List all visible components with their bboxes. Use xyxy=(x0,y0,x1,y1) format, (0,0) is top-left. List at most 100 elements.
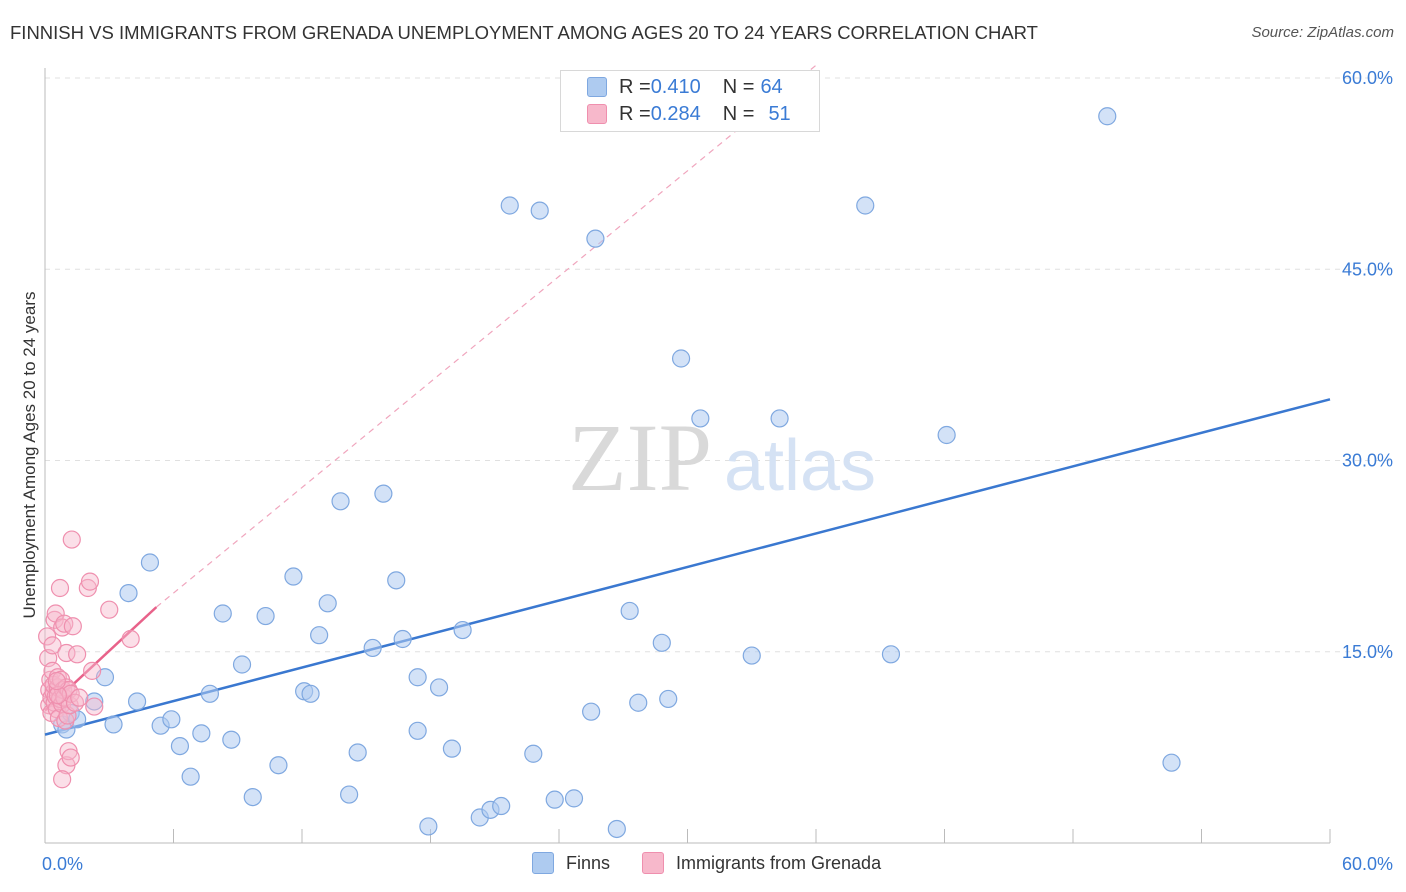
finns-point xyxy=(408,668,427,687)
finns-n-value: 64 xyxy=(760,75,783,98)
tick-labels: 15.0% 30.0% 45.0% 60.0% 0.0% 60.0% xyxy=(42,68,1393,874)
x-tick-label: 60.0% xyxy=(1342,854,1393,874)
finns-point xyxy=(340,785,359,804)
finns-point xyxy=(181,767,200,786)
legend-finns-label: Finns xyxy=(566,852,611,873)
y-tick-label: 30.0% xyxy=(1342,451,1393,471)
gridlines xyxy=(45,77,1395,653)
finns-point xyxy=(140,553,160,572)
watermark-zip: ZIP xyxy=(568,404,712,511)
finns-point xyxy=(162,710,181,729)
grenada-point xyxy=(63,617,82,636)
grenada-point xyxy=(61,748,80,767)
y-tick-label: 60.0% xyxy=(1342,68,1393,88)
grenada-point xyxy=(100,600,119,619)
grenada-point xyxy=(47,671,66,691)
axes xyxy=(44,68,1331,844)
finns-r-label: R = xyxy=(619,75,651,98)
grenada-n-label: N = xyxy=(722,102,755,125)
finns-point xyxy=(243,787,262,807)
finns-point xyxy=(937,425,956,445)
grenada-point xyxy=(121,629,140,649)
grenada-r-value: 0.284 xyxy=(650,102,701,125)
finns-swatch xyxy=(587,77,607,97)
finns-point xyxy=(310,626,329,645)
grenada-n-value: 51 xyxy=(768,102,791,125)
finns-r-value: 0.410 xyxy=(650,75,701,98)
legend-grenada-swatch xyxy=(642,852,665,874)
chart-title: FINNISH VS IMMIGRANTS FROM GRENADA UNEMP… xyxy=(10,22,1038,43)
finns-point xyxy=(104,715,123,734)
grenada-swatch xyxy=(587,104,607,124)
finns-point xyxy=(408,721,427,740)
finns-point xyxy=(256,606,275,626)
finns-point xyxy=(301,684,320,703)
finns-trend-line xyxy=(44,398,1331,736)
finns-point xyxy=(500,196,519,215)
finns-point xyxy=(127,692,147,711)
grenada-point xyxy=(85,697,104,716)
finns-point xyxy=(284,567,303,586)
finns-point xyxy=(213,604,232,623)
finns-point xyxy=(742,646,761,665)
finns-point xyxy=(620,601,639,621)
watermark-atlas: atlas xyxy=(724,426,876,506)
grenada-trend-extension xyxy=(155,64,817,608)
finns-point xyxy=(659,689,678,709)
legend-finns-swatch xyxy=(532,852,554,874)
grenada-point xyxy=(70,688,89,707)
finns-point xyxy=(671,349,691,368)
finns-point xyxy=(524,744,543,763)
grenada-point xyxy=(43,636,62,655)
finns-point xyxy=(442,739,462,758)
x-tick-label: 0.0% xyxy=(42,854,83,874)
finns-point xyxy=(393,629,412,649)
finns-point xyxy=(453,620,472,640)
finns-point xyxy=(564,789,584,808)
finns-point xyxy=(881,645,901,664)
grenada-point xyxy=(80,572,100,591)
finns-point xyxy=(856,196,875,215)
grenada-point xyxy=(61,684,80,703)
trend-lines xyxy=(44,64,1331,736)
finns-point xyxy=(200,684,220,703)
finns-point xyxy=(1098,107,1117,126)
watermark: ZIP atlas xyxy=(568,404,876,511)
series-legend: Finns Immigrants from Grenada xyxy=(532,852,913,874)
finns-n-label: N = xyxy=(722,75,755,98)
finns-point xyxy=(545,790,564,809)
y-axis-label: Unemployment Among Ages 20 to 24 years xyxy=(20,291,39,619)
grenada-point xyxy=(68,645,87,664)
finns-point xyxy=(492,796,511,816)
grenada-r-label: R = xyxy=(619,102,651,125)
finns-point xyxy=(629,693,648,712)
finns-point xyxy=(85,692,104,711)
finns-point xyxy=(363,638,382,658)
finns-point xyxy=(770,409,789,428)
finns-point xyxy=(119,583,138,603)
source-label: Source: ZipAtlas.com xyxy=(1251,24,1394,41)
legend-row-finns: R = 0.410 N = 64 xyxy=(587,75,783,99)
finns-point xyxy=(348,743,367,762)
finns-point xyxy=(429,678,449,697)
finns-point xyxy=(691,409,710,428)
finns-point xyxy=(586,229,605,248)
correlation-legend: R = 0.410 N = 64 R = 0.284 N = 51 xyxy=(560,70,820,132)
grenada-point xyxy=(50,578,70,598)
finns-point xyxy=(331,492,350,511)
grenada-point xyxy=(45,610,64,629)
y-tick-label: 15.0% xyxy=(1342,642,1393,662)
finns-point xyxy=(530,201,549,220)
data-points xyxy=(38,107,1181,839)
finns-point xyxy=(192,724,211,743)
finns-point xyxy=(318,594,337,613)
finns-point xyxy=(607,819,626,839)
finns-point xyxy=(652,633,671,652)
finns-point xyxy=(222,730,241,749)
grenada-point xyxy=(38,627,57,646)
legend-item-finns: Finns xyxy=(532,852,610,874)
finns-point xyxy=(387,571,406,590)
grenada-point xyxy=(62,530,81,549)
legend-row-grenada: R = 0.284 N = 51 xyxy=(587,102,791,126)
